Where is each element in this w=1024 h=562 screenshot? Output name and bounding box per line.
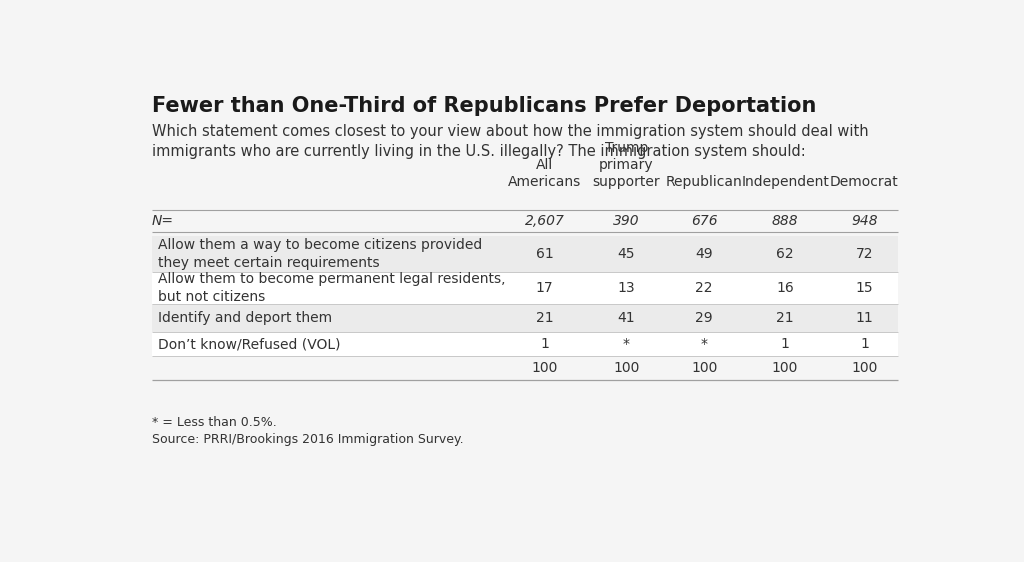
Text: 948: 948 <box>851 214 878 228</box>
Text: 100: 100 <box>691 361 718 375</box>
Text: Democrat: Democrat <box>830 175 899 189</box>
Text: 17: 17 <box>536 281 553 295</box>
Text: All
Americans: All Americans <box>508 158 582 189</box>
Text: 72: 72 <box>856 247 873 261</box>
Text: 29: 29 <box>695 311 713 325</box>
Text: 11: 11 <box>856 311 873 325</box>
Text: 1: 1 <box>860 337 869 351</box>
Bar <box>152 332 898 356</box>
Text: Republican: Republican <box>666 175 742 189</box>
Text: Allow them a way to become citizens provided
they meet certain requirements: Allow them a way to become citizens prov… <box>158 238 482 270</box>
Text: 2,607: 2,607 <box>524 214 564 228</box>
Text: 676: 676 <box>691 214 718 228</box>
Text: 100: 100 <box>531 361 558 375</box>
Text: 390: 390 <box>613 214 640 228</box>
Text: *: * <box>700 337 708 351</box>
Bar <box>152 304 898 332</box>
Text: *: * <box>623 337 630 351</box>
Text: 62: 62 <box>776 247 794 261</box>
Text: 61: 61 <box>536 247 554 261</box>
Text: 22: 22 <box>695 281 713 295</box>
Text: 13: 13 <box>617 281 635 295</box>
Text: 21: 21 <box>536 311 553 325</box>
Text: 100: 100 <box>851 361 878 375</box>
Text: 49: 49 <box>695 247 713 261</box>
Text: 1: 1 <box>541 337 549 351</box>
Text: Source: PRRI/Brookings 2016 Immigration Survey.: Source: PRRI/Brookings 2016 Immigration … <box>152 433 464 446</box>
Text: Independent: Independent <box>741 175 829 189</box>
Text: 888: 888 <box>772 214 799 228</box>
Text: 21: 21 <box>776 311 794 325</box>
Bar <box>152 356 898 380</box>
Text: 15: 15 <box>856 281 873 295</box>
Text: Identify and deport them: Identify and deport them <box>158 311 332 325</box>
Text: * = Less than 0.5%.: * = Less than 0.5%. <box>152 416 276 429</box>
Bar <box>152 236 898 271</box>
Text: 100: 100 <box>613 361 640 375</box>
Text: Fewer than One-Third of Republicans Prefer Deportation: Fewer than One-Third of Republicans Pref… <box>152 96 816 116</box>
Text: Don’t know/Refused (VOL): Don’t know/Refused (VOL) <box>158 337 341 351</box>
Text: N=: N= <box>152 214 174 228</box>
Bar <box>152 271 898 304</box>
Text: Trump
primary
supporter: Trump primary supporter <box>593 141 660 189</box>
Text: 100: 100 <box>772 361 799 375</box>
Text: Allow them to become permanent legal residents,
but not citizens: Allow them to become permanent legal res… <box>158 272 506 304</box>
Text: 16: 16 <box>776 281 794 295</box>
Text: Which statement comes closest to your view about how the immigration system shou: Which statement comes closest to your vi… <box>152 124 868 159</box>
Text: 41: 41 <box>617 311 635 325</box>
Text: 45: 45 <box>617 247 635 261</box>
Text: 1: 1 <box>780 337 790 351</box>
